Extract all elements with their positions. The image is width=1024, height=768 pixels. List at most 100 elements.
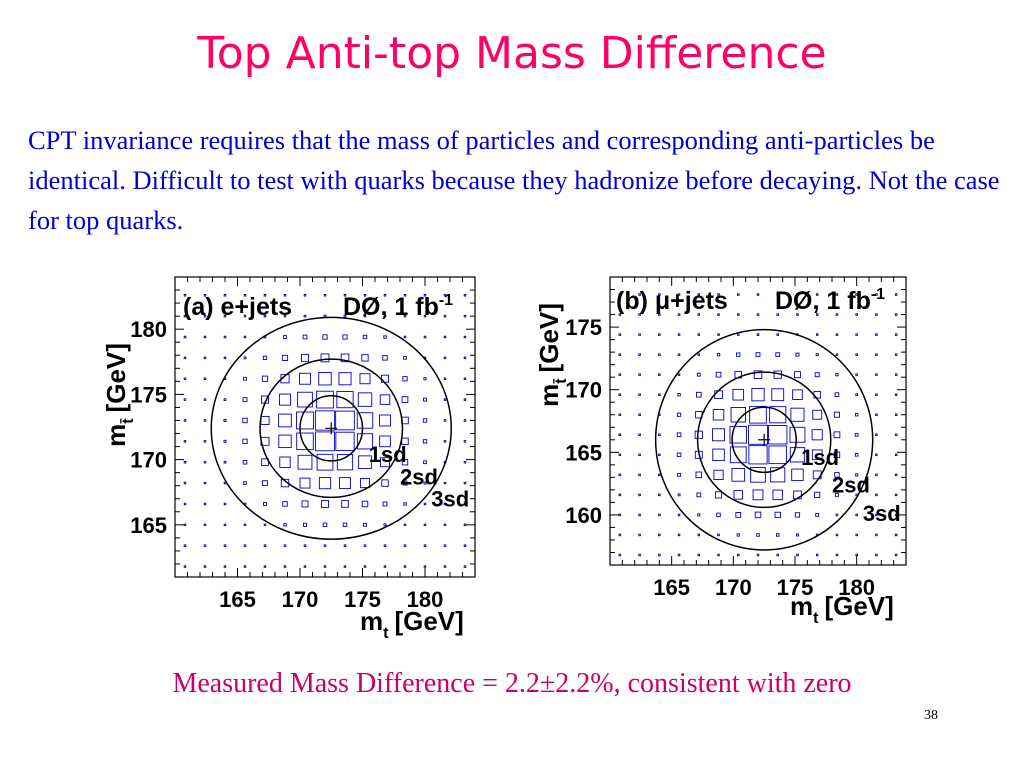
likelihood-cell bbox=[223, 356, 227, 360]
likelihood-cell bbox=[717, 313, 720, 316]
likelihood-cell bbox=[423, 314, 427, 318]
likelihood-cell bbox=[875, 533, 878, 537]
likelihood-cell bbox=[463, 377, 467, 380]
likelihood-cell bbox=[854, 453, 859, 457]
likelihood-cell bbox=[875, 353, 878, 356]
likelihood-cell bbox=[223, 565, 227, 568]
likelihood-cell bbox=[443, 544, 447, 547]
likelihood-cell bbox=[894, 353, 898, 356]
likelihood-cell bbox=[676, 412, 682, 417]
likelihood-cell bbox=[281, 354, 289, 361]
likelihood-cell bbox=[279, 456, 291, 468]
likelihood-cell bbox=[403, 544, 407, 547]
likelihood-cell bbox=[301, 500, 309, 508]
likelihood-cell bbox=[318, 372, 332, 386]
likelihood-cell bbox=[443, 314, 447, 318]
likelihood-cell bbox=[262, 480, 268, 486]
likelihood-cell bbox=[894, 313, 898, 316]
likelihood-cell bbox=[463, 294, 467, 297]
likelihood-cell bbox=[855, 333, 858, 336]
contour-1sd bbox=[731, 406, 797, 474]
likelihood-cell bbox=[356, 412, 374, 429]
likelihood-cell bbox=[443, 440, 447, 443]
likelihood-cell bbox=[756, 293, 760, 296]
likelihood-cell bbox=[748, 445, 768, 465]
likelihood-cell bbox=[875, 293, 878, 296]
likelihood-cell bbox=[382, 501, 388, 507]
experiment-label: DØ, 1 fb-1 bbox=[343, 292, 453, 321]
likelihood-cell bbox=[814, 491, 821, 498]
likelihood-cell bbox=[776, 553, 779, 557]
likelihood-cell bbox=[811, 449, 823, 461]
likelihood-cell bbox=[638, 453, 641, 457]
contour-label: 2sd bbox=[400, 464, 438, 489]
likelihood-cell bbox=[463, 335, 467, 339]
likelihood-cell bbox=[283, 544, 287, 547]
likelihood-cell bbox=[697, 313, 701, 316]
likelihood-cell bbox=[875, 433, 878, 437]
likelihood-cell bbox=[223, 481, 227, 485]
likelihood-cell bbox=[618, 333, 622, 336]
likelihood-cell bbox=[443, 481, 447, 485]
likelihood-cell bbox=[771, 388, 785, 402]
likelihood-cell bbox=[638, 373, 641, 376]
likelihood-cell bbox=[638, 513, 641, 517]
likelihood-cell bbox=[677, 373, 681, 376]
likelihood-cell bbox=[463, 502, 467, 506]
likelihood-cell bbox=[677, 553, 681, 557]
likelihood-cell bbox=[677, 293, 681, 296]
likelihood-cell bbox=[894, 553, 898, 557]
likelihood-cell bbox=[875, 313, 878, 316]
likelihood-cell bbox=[203, 502, 207, 506]
likelihood-cell bbox=[357, 392, 373, 407]
likelihood-cell bbox=[363, 565, 367, 568]
likelihood-cell bbox=[875, 513, 878, 517]
likelihood-cell bbox=[815, 293, 819, 296]
likelihood-cell bbox=[463, 523, 467, 527]
likelihood-cell bbox=[697, 353, 701, 356]
likelihood-cell bbox=[339, 477, 351, 490]
likelihood-cell bbox=[338, 372, 352, 386]
likelihood-cell bbox=[316, 453, 334, 471]
likelihood-cell bbox=[443, 398, 447, 401]
likelihood-cell bbox=[283, 523, 287, 527]
likelihood-cell bbox=[712, 409, 725, 421]
likelihood-cell bbox=[223, 418, 227, 422]
conclusion-text: Measured Mass Difference = 2.2±2.2%, con… bbox=[172, 668, 852, 699]
likelihood-cell bbox=[403, 294, 407, 297]
y-tick-label: 165 bbox=[565, 440, 602, 465]
likelihood-cell bbox=[315, 431, 335, 452]
likelihood-cell bbox=[242, 438, 248, 444]
likelihood-cell bbox=[323, 544, 327, 547]
likelihood-cell bbox=[316, 390, 334, 409]
plot-frame bbox=[174, 276, 476, 578]
likelihood-cell bbox=[749, 405, 767, 424]
likelihood-cell bbox=[203, 440, 207, 443]
likelihood-cell bbox=[696, 372, 701, 377]
likelihood-cell bbox=[855, 473, 859, 477]
likelihood-cell bbox=[835, 313, 839, 316]
likelihood-cell bbox=[243, 376, 247, 381]
likelihood-cell bbox=[834, 392, 840, 398]
y-tick-label: 175 bbox=[565, 315, 602, 340]
likelihood-cell bbox=[379, 394, 391, 405]
likelihood-cell bbox=[789, 426, 806, 443]
likelihood-cell bbox=[795, 533, 799, 537]
likelihood-cell bbox=[776, 333, 780, 336]
likelihood-cell bbox=[875, 393, 878, 396]
likelihood-cell bbox=[403, 502, 407, 506]
likelihood-cell bbox=[775, 352, 781, 357]
likelihood-cell bbox=[638, 433, 641, 437]
likelihood-cell bbox=[677, 353, 681, 356]
likelihood-cell bbox=[260, 415, 270, 426]
likelihood-cell bbox=[401, 396, 409, 403]
likelihood-cell bbox=[658, 493, 661, 497]
likelihood-cell bbox=[834, 472, 840, 478]
likelihood-cell bbox=[658, 513, 661, 517]
likelihood-cell bbox=[223, 398, 227, 401]
likelihood-cell bbox=[183, 502, 187, 506]
likelihood-cell bbox=[403, 356, 407, 360]
likelihood-cell bbox=[183, 565, 187, 568]
likelihood-cell bbox=[695, 391, 702, 398]
